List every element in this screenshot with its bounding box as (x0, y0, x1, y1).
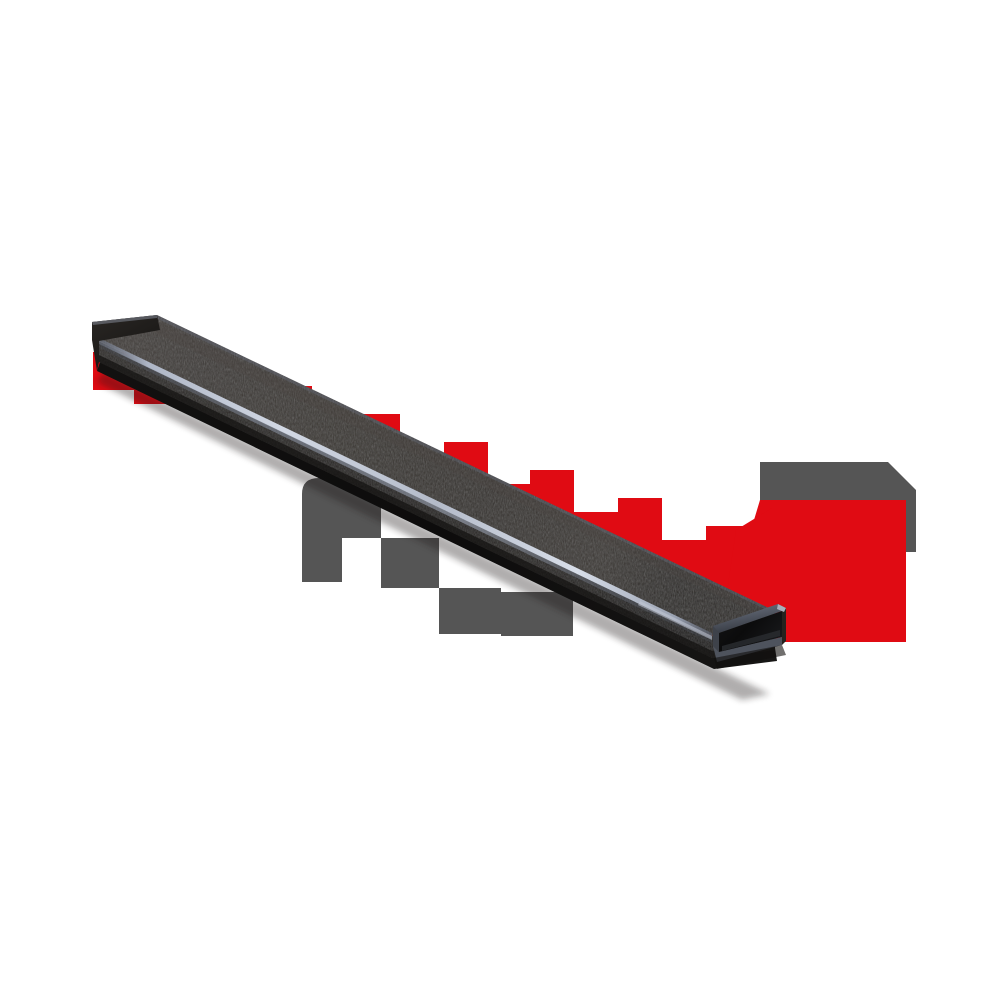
tube-interior-cavity (719, 611, 782, 652)
tube-edge-highlight-secondary (100, 344, 712, 643)
tube-contact-shadow (96, 372, 770, 700)
watermark-wedge (724, 508, 772, 612)
tube-left-cap-rim (92, 315, 157, 325)
tube-cavity-inner-wall (722, 630, 780, 651)
tube-end-outer-wall (778, 604, 786, 645)
tube-top-sheen (142, 318, 775, 622)
tube-top-front-edge-highlight (99, 338, 712, 639)
tube-cavity-left-jamb (713, 626, 719, 652)
tube-end-corner-highlight (777, 604, 786, 612)
rectangular-steel-tube (92, 315, 786, 669)
tube-top-face (92, 315, 775, 636)
tube-left-end-cap (92, 315, 160, 371)
tube-lower-edge-specular (638, 601, 712, 640)
tube-end-shadow (714, 645, 786, 669)
tube-end-rim-top (713, 604, 782, 633)
